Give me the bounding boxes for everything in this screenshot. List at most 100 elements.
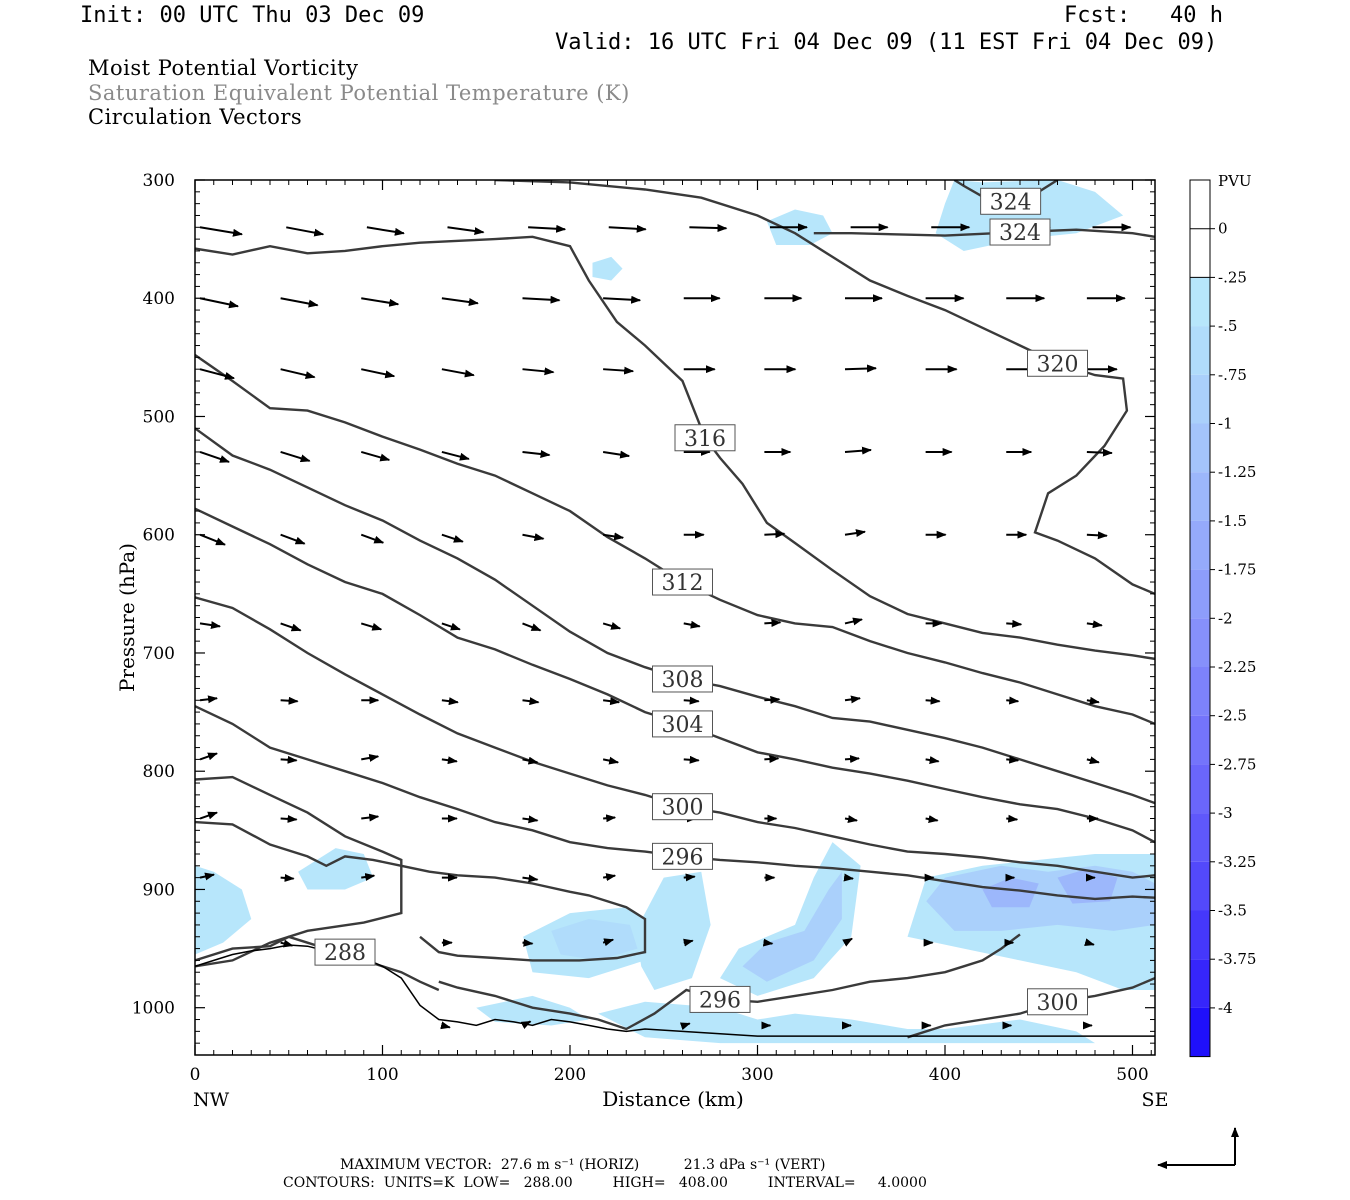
circulation-vector — [602, 756, 620, 765]
circulation-vector — [361, 873, 376, 881]
colorbar-box — [1190, 764, 1210, 814]
circulation-vector — [1086, 448, 1113, 457]
contour-label: 316 — [674, 424, 736, 452]
circulation-vector — [199, 872, 215, 881]
contour-label: 300 — [652, 793, 713, 821]
circulation-vector — [844, 815, 858, 823]
y-tick-label: 600 — [143, 526, 175, 546]
x-tick-label: 400 — [929, 1065, 961, 1085]
contour-label-box — [314, 938, 376, 966]
pv-region — [598, 1001, 1095, 1044]
circulation-vector — [1086, 531, 1108, 540]
contour-label-text: 320 — [1037, 352, 1079, 377]
pv-region — [1057, 869, 1118, 904]
y-tick-label: 500 — [143, 407, 175, 427]
circulation-vector — [280, 297, 319, 308]
circulation-vector — [603, 295, 642, 304]
circulation-vector — [522, 697, 540, 706]
colorbar-label: -.75 — [1218, 366, 1247, 384]
circulation-vector — [679, 1022, 691, 1031]
pv-region — [635, 871, 711, 990]
y-tick-label: 300 — [143, 171, 175, 191]
circulation-vector — [199, 752, 218, 761]
legend-vectors: Circulation Vectors — [88, 105, 303, 129]
circulation-vector — [1086, 620, 1103, 629]
contour-label-text: 296 — [662, 845, 704, 870]
circulation-vector — [361, 368, 396, 379]
contour-label: 304 — [652, 710, 713, 738]
y-tick-label: 800 — [143, 762, 175, 782]
circulation-vector — [764, 618, 782, 627]
contour-label-box — [980, 187, 1042, 215]
colorbar-label: -.25 — [1218, 268, 1247, 286]
contour-label: 300 — [1027, 988, 1088, 1016]
contour-label-box — [652, 665, 713, 693]
circulation-vector — [441, 533, 464, 543]
colorbar-label: -1.25 — [1218, 463, 1256, 481]
circulation-vector — [764, 755, 780, 764]
circulation-vector — [683, 938, 694, 947]
circulation-vector — [280, 622, 302, 632]
circulation-vector — [925, 696, 941, 705]
colorbar-label: -3.25 — [1218, 853, 1256, 871]
colorbar-label: -2.5 — [1218, 707, 1247, 725]
circulation-vector — [608, 224, 647, 233]
circulation-vector — [925, 815, 939, 823]
colorbar-box — [1190, 228, 1210, 278]
contour-label: 288 — [314, 938, 376, 966]
circulation-vector — [280, 814, 298, 823]
colorbar-box — [1190, 520, 1210, 570]
circulation-vector — [1086, 756, 1100, 765]
circulation-vector — [441, 297, 479, 306]
contour-label-box — [674, 424, 736, 452]
circulation-vector — [842, 937, 853, 947]
colorbar-box — [1190, 715, 1210, 765]
colorbar-box — [1190, 423, 1210, 473]
circulation-vector — [602, 450, 631, 459]
circulation-vector — [441, 756, 458, 765]
y-axis-label: Pressure (hPa) — [115, 543, 139, 692]
colorbar-box — [1190, 959, 1210, 1008]
colorbar-label: 0 — [1218, 220, 1228, 238]
circulation-vector — [522, 622, 542, 632]
circulation-vector — [522, 874, 539, 883]
circulation-vector — [199, 695, 218, 704]
circulation-vector — [764, 530, 786, 539]
circulation-vector — [441, 697, 459, 706]
colorbar-box — [1190, 1007, 1210, 1057]
circulation-vector — [361, 813, 380, 822]
circulation-vector — [603, 697, 621, 706]
plot-area: 324 324 320 316 312 308 304 300 296 296 300 288 — [195, 180, 1155, 1044]
legend-theta-es: Saturation Equivalent Potential Temperat… — [88, 81, 630, 105]
circulation-vector — [280, 368, 316, 380]
colorbar-label: -4 — [1218, 999, 1233, 1017]
x-end-label-nw: NW — [193, 1089, 230, 1111]
circulation-vector — [1006, 696, 1020, 705]
colorbar-label: -1 — [1218, 415, 1233, 433]
contour-label-box — [689, 985, 751, 1013]
circulation-vector — [844, 695, 861, 704]
circulation-vector — [925, 756, 940, 764]
contour-label-text: 304 — [662, 713, 704, 738]
circulation-vector — [361, 297, 400, 307]
colorbar-label: -3 — [1218, 804, 1233, 822]
contour-label: 324 — [989, 218, 1051, 246]
circulation-vector — [366, 226, 405, 236]
forecast-hour: Fcst: 40 h — [1064, 3, 1223, 28]
circulation-vector — [844, 529, 866, 538]
pv-region — [982, 877, 1039, 908]
contour-label: 296 — [689, 985, 751, 1013]
circulation-vector — [602, 938, 615, 947]
circulation-vector — [280, 873, 295, 882]
colorbar-box — [1190, 618, 1210, 667]
circulation-vector — [280, 696, 299, 705]
theta-es-contour — [494, 180, 1155, 596]
circulation-vector — [199, 533, 226, 546]
colorbar-box — [1190, 910, 1210, 960]
pv-region — [476, 995, 589, 1026]
x-axis-label: Distance (km) — [602, 1087, 744, 1111]
circulation-vector — [441, 622, 461, 631]
colorbar-box — [1190, 569, 1210, 619]
circulation-vector — [602, 532, 625, 541]
x-tick-label: 500 — [1116, 1065, 1148, 1085]
